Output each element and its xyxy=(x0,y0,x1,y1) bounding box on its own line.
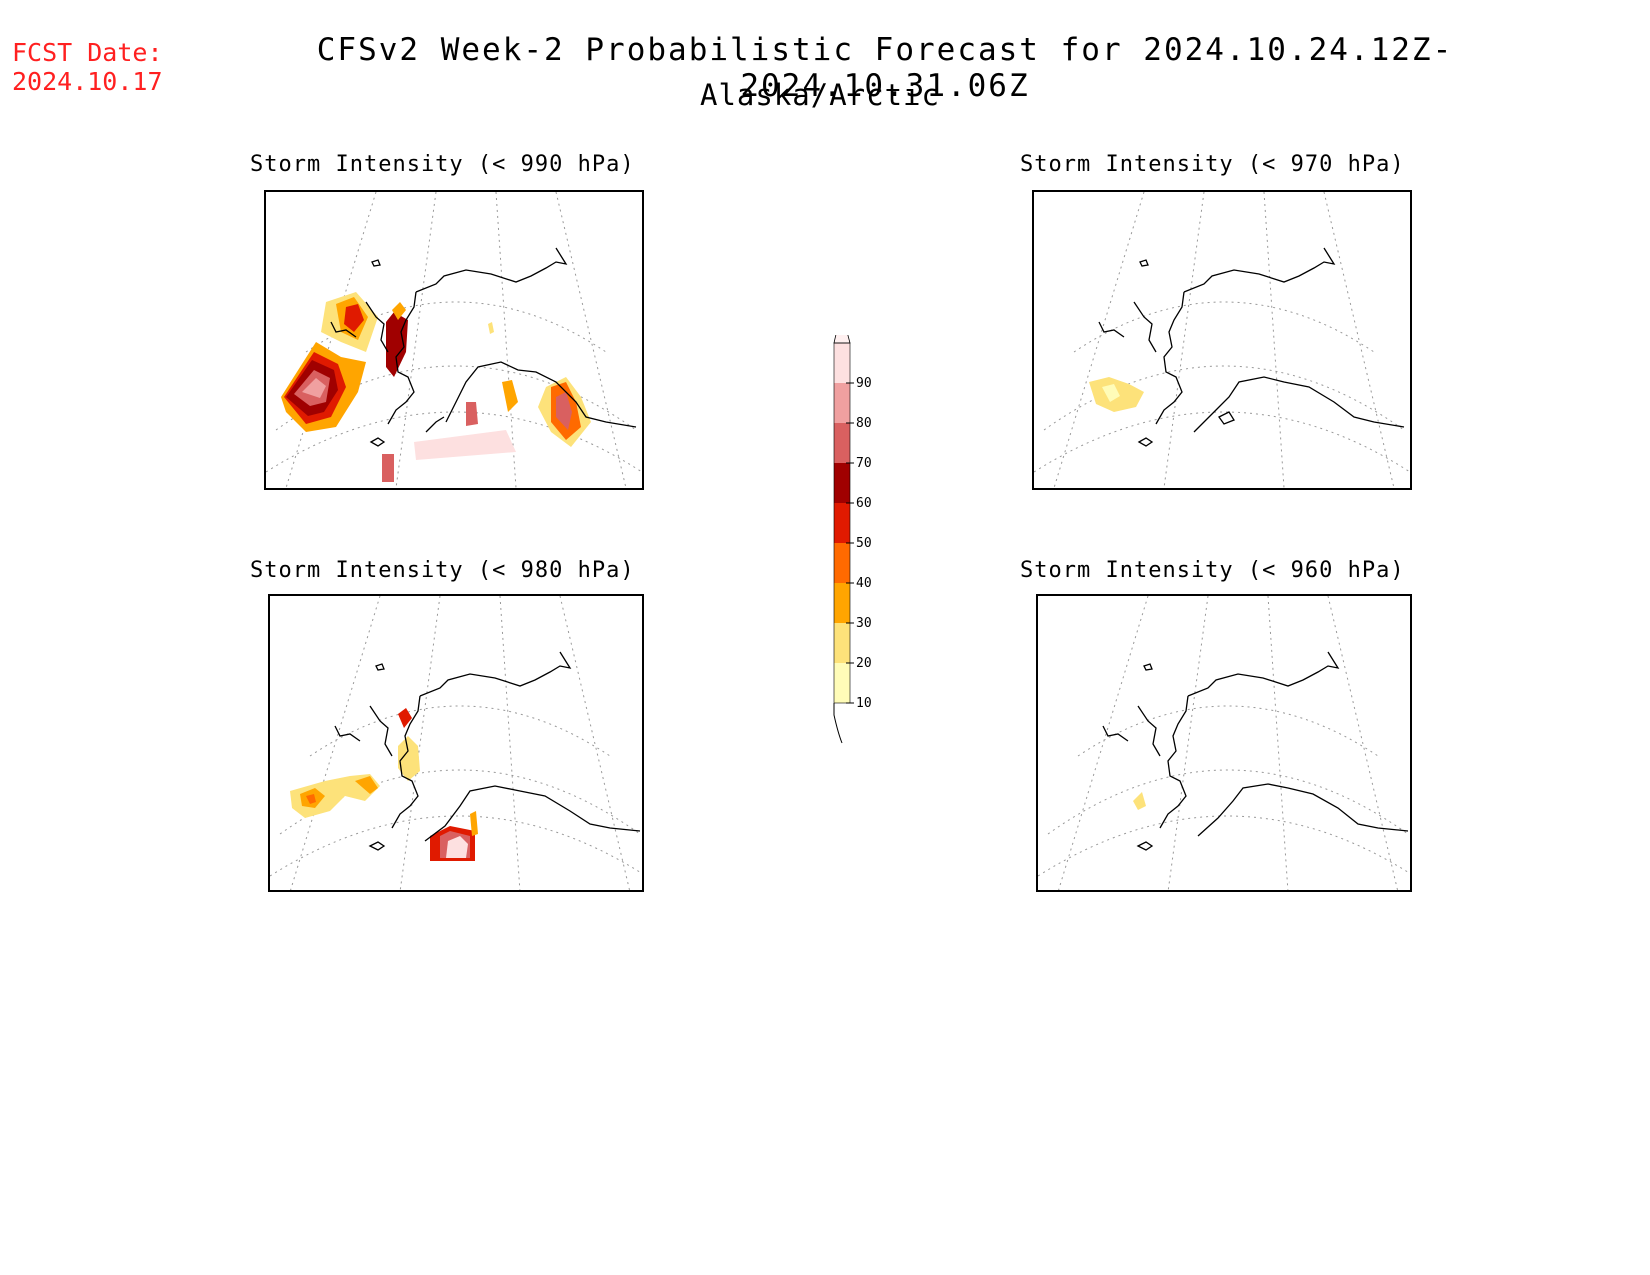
colorbar-swatch-5 xyxy=(834,463,850,503)
forecast-date-label: FCST Date: xyxy=(12,38,163,67)
probability-shading-970 xyxy=(1089,377,1144,412)
colorbar-label-80: 80 xyxy=(856,416,872,431)
coastline-980 xyxy=(334,651,641,851)
map-990 xyxy=(266,192,642,488)
probability-shading-980 xyxy=(290,708,478,861)
colorbar-swatch-6 xyxy=(834,423,850,463)
map-980 xyxy=(270,596,642,890)
panel-title-990: Storm Intensity (< 990 hPa) xyxy=(250,152,635,177)
colorbar-bottom-tip xyxy=(833,703,843,744)
probability-shading-960 xyxy=(1133,792,1146,810)
map-960 xyxy=(1038,596,1410,890)
colorbar-label-70: 70 xyxy=(856,456,872,471)
page-title: CFSv2 Week-2 Probabilistic Forecast for … xyxy=(316,32,1454,104)
colorbar-swatch-3 xyxy=(834,543,850,583)
panel-title-980: Storm Intensity (< 980 hPa) xyxy=(250,558,635,583)
forecast-date-block: FCST Date: 2024.10.17 xyxy=(12,38,163,96)
coastline-960 xyxy=(1102,651,1409,851)
colorbar-swatch-4 xyxy=(834,503,850,543)
map-970 xyxy=(1034,192,1410,488)
probability-colorbar: 10 20 30 40 50 60 70 80 90 xyxy=(812,311,872,745)
colorbar-label-90: 90 xyxy=(856,376,872,391)
map-panel-960 xyxy=(1036,594,1412,892)
panel-title-960: Storm Intensity (< 960 hPa) xyxy=(1020,558,1405,583)
coastline-970 xyxy=(1098,247,1405,447)
colorbar-svg: 10 20 30 40 50 60 70 80 90 xyxy=(833,311,872,744)
colorbar-swatch-1 xyxy=(834,623,850,663)
colorbar-swatch-7 xyxy=(834,383,850,423)
region-subtitle: Alaska/Arctic xyxy=(700,78,940,112)
colorbar-label-40: 40 xyxy=(856,576,872,591)
colorbar-top-tip xyxy=(833,311,851,344)
colorbar-label-50: 50 xyxy=(856,536,872,551)
colorbar-border xyxy=(833,342,851,704)
colorbar-label-30: 30 xyxy=(856,616,872,631)
probability-shading-990 xyxy=(281,292,591,482)
colorbar-swatch-8 xyxy=(834,343,850,383)
map-panel-970 xyxy=(1032,190,1412,490)
forecast-date-value: 2024.10.17 xyxy=(12,67,163,96)
colorbar-label-20: 20 xyxy=(856,656,872,671)
colorbar-label-10: 10 xyxy=(856,696,872,711)
colorbar-swatch-0 xyxy=(834,663,850,703)
colorbar-swatch-2 xyxy=(834,583,850,623)
map-panel-990 xyxy=(264,190,644,490)
colorbar-label-60: 60 xyxy=(856,496,872,511)
coastline-990 xyxy=(330,247,637,447)
panel-title-970: Storm Intensity (< 970 hPa) xyxy=(1020,152,1405,177)
map-panel-980 xyxy=(268,594,644,892)
